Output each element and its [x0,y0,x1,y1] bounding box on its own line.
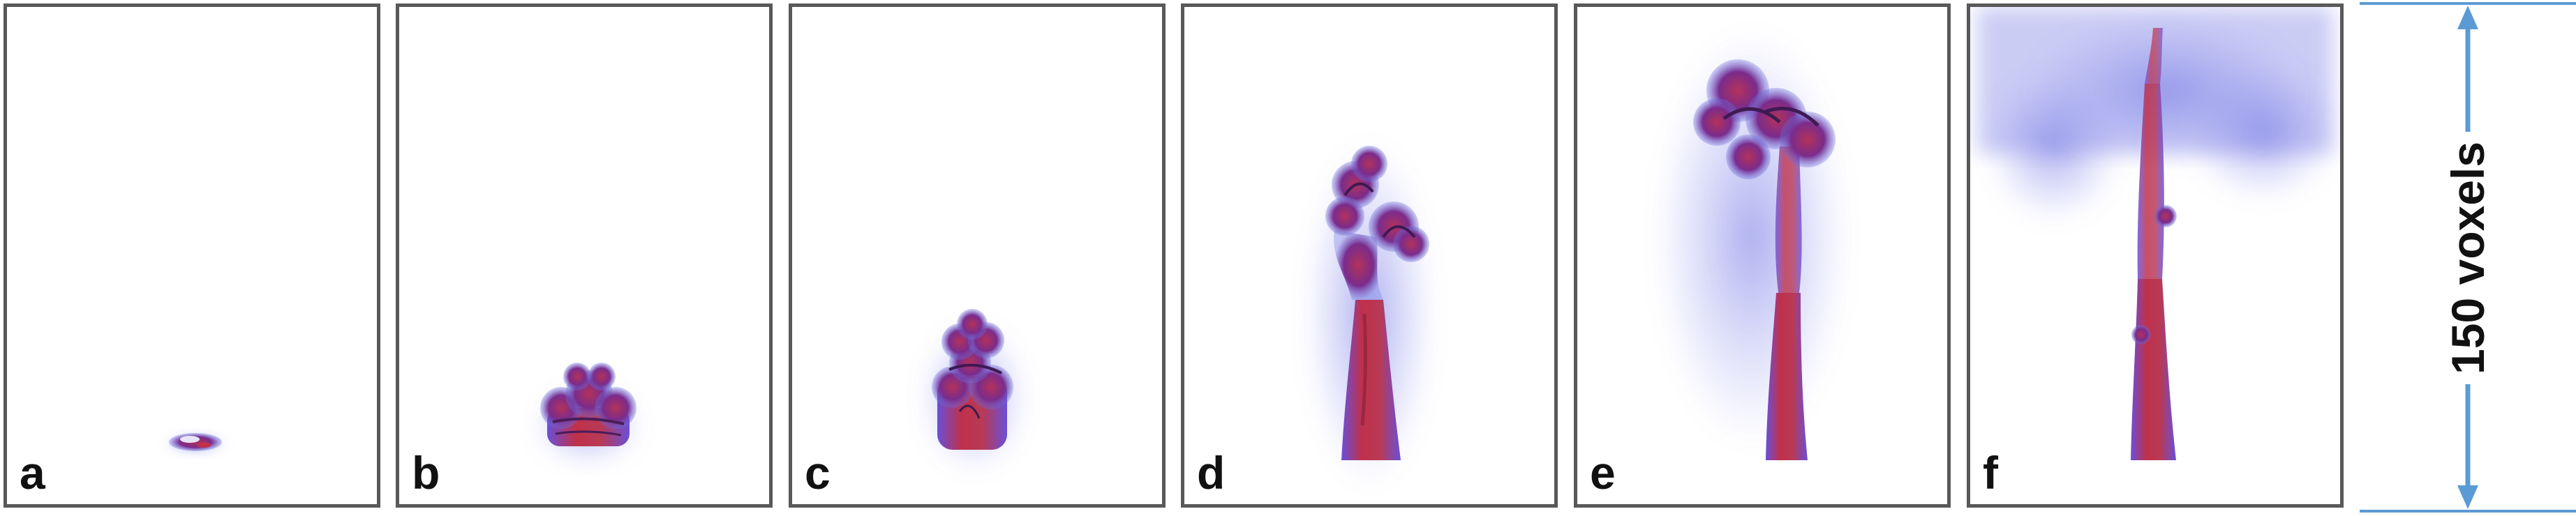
panel-b: b [396,3,773,508]
panel-label: e [1590,447,1616,499]
plume-image-tall-column [1654,28,1849,460]
panel-label: d [1197,447,1226,499]
scale-bar-label: 150 voxels [2441,132,2494,384]
plume-image-rising-column [1303,139,1436,488]
panel-label: b [412,447,440,499]
plume-image-small-mushroom [532,363,643,467]
scale-bar: 150 voxels [2360,0,2576,516]
panel-e: e [1574,3,1951,508]
panel-label: c [805,447,831,499]
plume-image-spreading-top [1977,7,2340,460]
panel-d: d [1181,3,1558,508]
plume-image-growing-mushroom [918,309,1029,474]
panel-a: a [3,3,380,508]
plume-image-seed [162,431,229,456]
panel-label: a [20,447,45,499]
panel-c: c [789,3,1166,508]
panel-f: f [1967,3,2344,508]
panel-label: f [1983,447,1998,499]
